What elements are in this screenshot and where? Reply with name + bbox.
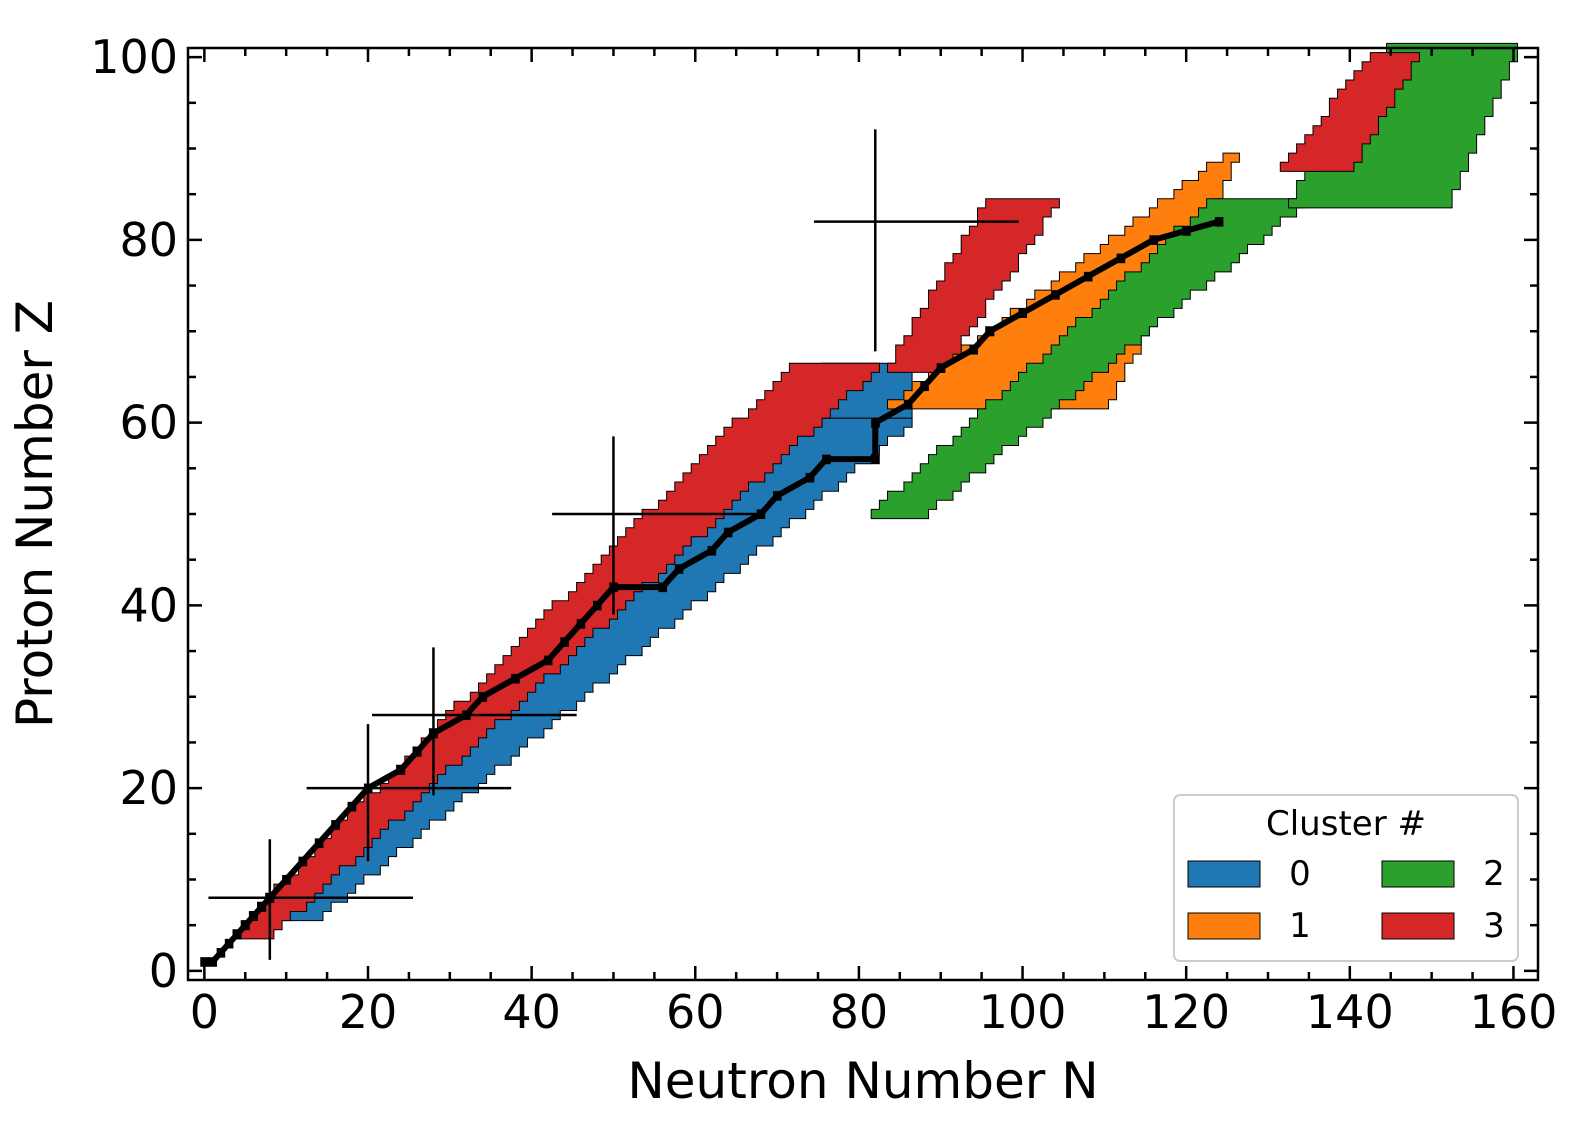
x-tick-label: 20 bbox=[339, 985, 398, 1039]
x-tick-label: 160 bbox=[1470, 985, 1558, 1039]
valley-of-stability-segment bbox=[243, 914, 256, 928]
y-tick-label: 40 bbox=[119, 578, 178, 632]
stable-nucleus bbox=[543, 655, 553, 666]
x-tick-label: 40 bbox=[502, 985, 561, 1039]
valley-of-stability-segment bbox=[300, 840, 322, 864]
valley-of-stability-segment bbox=[1086, 255, 1123, 280]
x-tick-label: 60 bbox=[666, 985, 725, 1039]
valley-of-stability-segment bbox=[971, 329, 993, 352]
valley-of-stability-segment bbox=[234, 923, 248, 937]
valley-of-stability-segment bbox=[283, 859, 305, 882]
legend-entries: 0 1 2 3 bbox=[1187, 854, 1505, 946]
valley-of-stability-segment bbox=[873, 401, 910, 426]
valley-of-stability-segment bbox=[1152, 227, 1187, 243]
stable-nucleus bbox=[1214, 217, 1224, 227]
valley-of-stability-segment bbox=[1185, 218, 1220, 234]
legend-label-2: 2 bbox=[1483, 854, 1505, 894]
valley-of-stability-segment bbox=[431, 712, 468, 736]
valley-of-stability-segment bbox=[226, 932, 240, 946]
legend: Cluster # 0 1 2 3 bbox=[1173, 794, 1519, 962]
legend-title: Cluster # bbox=[1266, 804, 1426, 844]
x-tick-label: 120 bbox=[1142, 985, 1230, 1039]
valley-of-stability-segment bbox=[1053, 273, 1090, 298]
x-tick-label: 100 bbox=[979, 985, 1067, 1039]
stable-nucleus bbox=[707, 545, 717, 556]
valley-of-stability-segment bbox=[905, 384, 927, 407]
y-tick-label: 100 bbox=[90, 30, 178, 84]
legend-label-1: 1 bbox=[1289, 906, 1311, 946]
stable-nucleus bbox=[396, 765, 406, 775]
valley-of-stability-segment bbox=[988, 310, 1025, 334]
y-tick-label: 0 bbox=[149, 944, 178, 998]
magic-number-lines bbox=[208, 129, 1019, 960]
valley-of-stability-segment bbox=[939, 346, 975, 371]
cluster-3-band-2 bbox=[1279, 52, 1420, 172]
y-tick-label: 60 bbox=[119, 396, 178, 450]
legend-swatch-3 bbox=[1381, 912, 1455, 940]
cluster-3-band-1 bbox=[887, 198, 1060, 373]
valley-of-stability-segment bbox=[922, 365, 943, 389]
legend-label-3: 3 bbox=[1483, 906, 1505, 946]
valley-of-stability-segment bbox=[366, 767, 403, 791]
valley-of-stability-segment bbox=[333, 804, 354, 827]
stable-nucleus bbox=[658, 582, 668, 593]
y-axis-title: Proton Number Z bbox=[6, 300, 64, 728]
x-tick-label: 0 bbox=[190, 985, 219, 1039]
valley-of-stability-segment bbox=[513, 657, 550, 682]
stable-nucleus bbox=[208, 957, 218, 967]
legend-label-0: 0 bbox=[1289, 854, 1311, 894]
y-tick-label: 80 bbox=[119, 213, 178, 267]
stable-nuclei-layer bbox=[200, 217, 1224, 967]
valley-of-stability-segment bbox=[414, 731, 436, 754]
y-tick-labels: 0 20 40 60 80 100 bbox=[90, 30, 178, 998]
valley-of-stability-segment bbox=[259, 895, 273, 909]
valley-of-stability-segment bbox=[758, 493, 780, 517]
x-tick-labels: 0 20 40 60 80 100 120 140 160 bbox=[190, 985, 1558, 1039]
valley-of-stability-segment bbox=[398, 749, 420, 772]
valley-of-stability-segment bbox=[677, 547, 714, 572]
stable-nucleus bbox=[871, 454, 880, 465]
stable-nucleus bbox=[969, 344, 978, 355]
valley-of-stability-segment bbox=[349, 786, 371, 809]
axis-ticks bbox=[188, 48, 1538, 980]
x-tick-label: 80 bbox=[830, 985, 889, 1039]
valley-of-stability-segment bbox=[594, 585, 616, 608]
legend-swatch-0 bbox=[1187, 860, 1261, 888]
y-tick-label: 20 bbox=[119, 761, 178, 815]
valley-of-stability-segment bbox=[726, 511, 763, 535]
valley-of-stability-segment bbox=[709, 530, 731, 553]
stable-nucleus bbox=[805, 472, 815, 483]
valley-of-stability-segment bbox=[545, 639, 567, 663]
legend-swatch-2 bbox=[1381, 860, 1455, 888]
valley-of-stability-segment bbox=[807, 457, 829, 480]
x-axis-title: Neutron Number N bbox=[627, 1052, 1098, 1110]
valley-of-stability-segment bbox=[210, 950, 223, 964]
valley-of-stability-segment bbox=[251, 904, 264, 919]
valley-of-stability-segment bbox=[660, 566, 682, 590]
valley-of-stability-segment bbox=[463, 694, 485, 718]
valley-of-stability-segment bbox=[562, 621, 583, 644]
legend-swatch-1 bbox=[1187, 912, 1261, 940]
x-tick-label: 140 bbox=[1306, 985, 1394, 1039]
valley-of-stability-segment bbox=[316, 822, 338, 845]
valley-of-stability-segment bbox=[481, 675, 517, 700]
valley-of-stability-segment bbox=[1119, 237, 1155, 261]
stable-nucleus bbox=[903, 399, 913, 410]
valley-of-stability-segment bbox=[218, 941, 232, 955]
valley-of-stability-segment bbox=[1021, 292, 1057, 316]
valley-of-stability-segment bbox=[578, 603, 600, 626]
valley-of-stability-segment bbox=[267, 877, 289, 900]
stable-nucleus bbox=[756, 509, 766, 520]
valley-of-stability-segment bbox=[775, 474, 812, 499]
